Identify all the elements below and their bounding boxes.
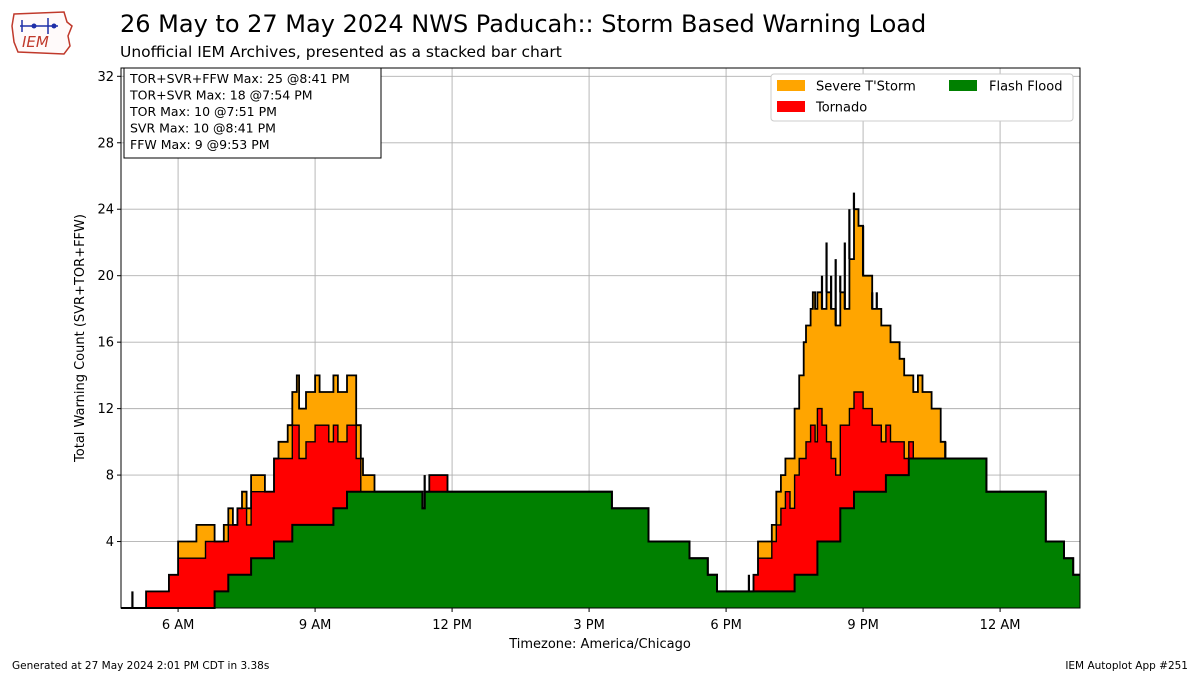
footer-app-text: IEM Autoplot App #251 [1065,660,1188,672]
stats-line-ffw: FFW Max: 9 @9:53 PM [130,137,270,152]
plot-frame [120,67,1081,609]
y-tick-label: 12 [97,402,114,417]
x-tick-label: 12 PM [432,618,472,633]
y-tick-label: 16 [97,336,114,351]
iem-logo: IEM [11,11,73,55]
y-tick-label: 24 [97,203,114,218]
iem-logo-text: IEM [22,33,49,51]
chart-title: 26 May to 27 May 2024 NWS Paducah:: Stor… [120,10,927,38]
y-tick-label: 28 [97,136,114,151]
stats-line-svr: SVR Max: 10 @8:41 PM [130,121,276,136]
legend: Severe T'Storm Flash Flood Tornado [770,73,1074,122]
y-tick-label: 20 [97,269,114,284]
x-tick-label: 6 PM [710,618,741,633]
x-tick-label: 9 PM [847,618,878,633]
footer-generated-text: Generated at 27 May 2024 2:01 PM CDT in … [12,660,270,672]
legend-label-svr: Severe T'Storm [816,80,916,95]
legend-label-tor: Tornado [815,101,867,116]
x-axis-label: Timezone: America/Chicago [508,637,691,652]
svr-outline [121,208,1080,609]
iowa-map-outline [11,11,73,55]
y-tick-label: 8 [106,469,114,484]
x-tick-label: 6 AM [162,618,195,633]
stacked-areas [121,192,1080,609]
x-tick-label: 9 AM [299,618,332,633]
stats-line-total: TOR+SVR+FFW Max: 25 @8:41 PM [129,71,350,86]
y-axis-label: Total Warning Count (SVR+TOR+FFW) [73,214,88,463]
legend-swatch-tor [777,101,805,112]
x-tick-label: 12 AM [980,618,1021,633]
y-tick-label: 4 [106,535,114,550]
axes: 4 8 12 16 20 24 28 32 6 AM 9 AM 12 PM 3 PM 6 PM 9 PM 1… [97,67,1081,633]
legend-swatch-ffw [949,80,977,91]
legend-swatch-svr [777,80,805,91]
stats-box: TOR+SVR+FFW Max: 25 @8:41 PM TOR+SVR Max… [123,67,382,159]
stats-line-tor: TOR Max: 10 @7:51 PM [129,104,277,119]
legend-label-ffw: Flash Flood [989,80,1062,95]
chart-subtitle: Unofficial IEM Archives, presented as a … [120,43,562,61]
y-tick-label: 32 [97,70,114,85]
x-tick-label: 3 PM [573,618,604,633]
stats-line-tor-svr: TOR+SVR Max: 18 @7:54 PM [129,88,313,103]
ffw-area [121,458,1080,608]
